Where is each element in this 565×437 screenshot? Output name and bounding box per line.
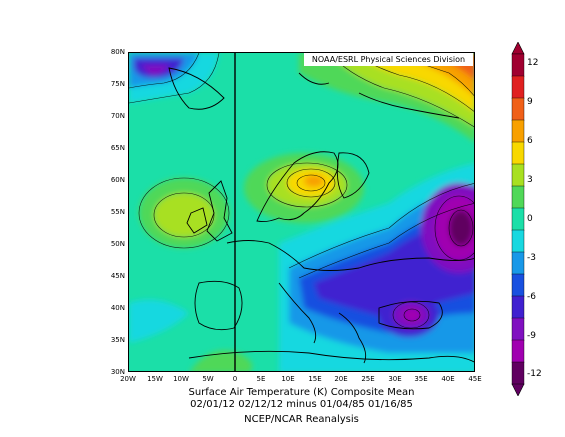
lon-label: 0 [232,375,238,383]
colorbar-label: 3 [527,175,533,185]
colorbar-swatch [511,207,525,231]
colorbar-label: 0 [527,214,533,224]
colorbar-label: 9 [527,97,533,107]
colorbar-swatch [511,251,525,275]
lon-label: 25E [361,375,375,383]
lat-label: 80N [110,48,125,56]
caption-dates: 02/01/12 02/12/12 minus 01/04/85 01/16/8… [190,399,413,410]
lat-label: 30N [110,368,125,376]
colorbar-swatch [511,339,525,363]
colorbar-label: -6 [527,292,536,302]
colorbar-swatch [511,141,525,165]
lon-label: 10W [173,375,189,383]
lon-label: 5E [256,375,266,383]
lat-label: 65N [110,144,125,152]
lon-label: 15W [147,375,163,383]
lat-label: 40N [110,304,125,312]
colorbar-swatch [511,75,525,99]
lat-label: 60N [110,176,125,184]
credit-label: NOAA/ESRL Physical Sciences Division [304,53,473,66]
lon-label: 30E [388,375,402,383]
colorbar [511,42,525,396]
colorbar-label: -12 [527,369,542,379]
lat-label: 35N [110,336,125,344]
colorbar-label: 6 [527,136,533,146]
colorbar-label: 12 [527,58,539,68]
colorbar-swatch [511,361,525,385]
colorbar-swatch [511,185,525,209]
lon-label: 15E [308,375,322,383]
colorbar-swatch [511,97,525,121]
caption-title: Surface Air Temperature (K) Composite Me… [188,387,415,398]
colorbar-swatch [511,163,525,187]
colorbar-swatch [511,295,525,319]
lat-label: 55N [110,208,125,216]
lat-label: 50N [110,240,125,248]
colorbar-swatch [511,317,525,341]
colorbar-swatch [511,119,525,143]
lon-label: 10E [281,375,295,383]
lon-label: 45E [468,375,482,383]
caption-source: NCEP/NCAR Reanalysis [244,414,359,425]
lat-label: 70N [110,112,125,120]
temperature-anomaly-map [128,52,475,372]
colorbar-swatch [511,273,525,297]
colorbar-swatch [511,229,525,253]
colorbar-label: -9 [527,331,536,341]
colorbar-min-arrow [511,383,525,396]
lon-label: 40E [441,375,455,383]
colorbar-max-arrow [511,42,525,55]
colorbar-swatch [511,53,525,77]
lon-label: 5W [202,375,214,383]
lon-label: 35E [414,375,428,383]
lon-label: 20W [120,375,136,383]
lon-label: 20E [334,375,348,383]
colorbar-label: -3 [527,253,536,263]
lat-label: 75N [110,80,125,88]
lat-label: 45N [110,272,125,280]
anomaly-field [129,53,474,371]
